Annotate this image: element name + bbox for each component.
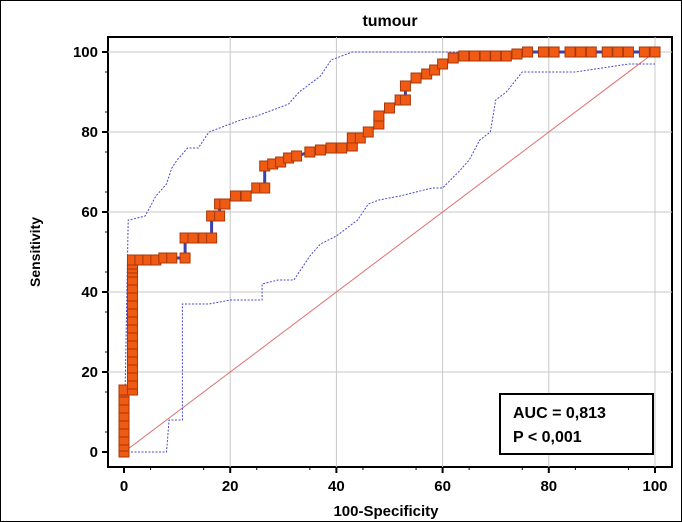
roc-point-marker bbox=[206, 232, 218, 244]
roc-point-marker bbox=[458, 50, 470, 62]
roc-point-marker bbox=[601, 46, 613, 58]
roc-point-marker bbox=[259, 182, 271, 194]
auc-value: AUC = 0,813 bbox=[513, 405, 606, 422]
chart-title: tumour bbox=[362, 13, 417, 30]
roc-point-marker bbox=[410, 72, 422, 84]
ci-upper-line bbox=[123, 51, 655, 453]
roc-point-marker bbox=[575, 46, 587, 58]
roc-point-marker bbox=[214, 210, 226, 222]
roc-point-marker bbox=[166, 252, 178, 264]
roc-point-marker bbox=[399, 94, 411, 106]
roc-point-marker bbox=[230, 190, 242, 202]
y-tick-label: 20 bbox=[81, 364, 98, 381]
y-tick-label: 0 bbox=[90, 444, 98, 461]
roc-point-marker bbox=[490, 50, 502, 62]
roc-point-marker bbox=[479, 50, 491, 62]
roc-point-marker bbox=[500, 50, 512, 62]
annotation-frame bbox=[499, 393, 654, 455]
roc-point-marker bbox=[612, 46, 624, 58]
roc-point-marker bbox=[219, 198, 231, 210]
roc-point-marker bbox=[537, 46, 549, 58]
x-tick-label: 0 bbox=[120, 478, 128, 495]
series-layer bbox=[118, 46, 661, 458]
roc-point-marker bbox=[362, 126, 374, 138]
roc-point-marker bbox=[291, 150, 303, 162]
roc-point-marker bbox=[468, 50, 480, 62]
roc-point-marker bbox=[447, 52, 459, 64]
roc-point-marker bbox=[314, 144, 326, 156]
roc-point-marker bbox=[638, 46, 650, 58]
roc-point-marker bbox=[240, 190, 252, 202]
x-tick-label: 40 bbox=[328, 478, 345, 495]
roc-point-marker bbox=[429, 64, 441, 76]
x-tick-label: 60 bbox=[434, 478, 451, 495]
roc-point-marker bbox=[522, 46, 534, 58]
roc-point-marker bbox=[354, 132, 366, 144]
y-tick-label: 40 bbox=[81, 284, 98, 301]
y-axis-label: Sensitivity bbox=[27, 217, 43, 287]
roc-point-marker bbox=[399, 80, 411, 92]
y-tick-label: 100 bbox=[73, 44, 98, 61]
x-tick-label: 80 bbox=[540, 478, 557, 495]
p-value: P < 0,001 bbox=[513, 429, 582, 446]
roc-point-marker bbox=[336, 142, 348, 154]
roc-point-marker bbox=[622, 46, 634, 58]
roc-point-marker bbox=[511, 48, 523, 60]
roc-point-marker bbox=[548, 46, 560, 58]
x-axis-label: 100-Specificity bbox=[333, 503, 439, 520]
roc-point-marker bbox=[304, 146, 316, 158]
roc-point-marker bbox=[384, 102, 395, 114]
auc-annotation-box: AUC = 0,813 P < 0,001 bbox=[499, 393, 654, 455]
roc-point-marker bbox=[179, 252, 191, 264]
grid bbox=[108, 37, 672, 467]
axes: 0 20 40 60 80 100 0 20 40 60 80 100 bbox=[73, 44, 668, 495]
roc-point-marker bbox=[373, 110, 385, 122]
roc-point-marker bbox=[437, 58, 449, 70]
ci-lower-line bbox=[124, 63, 655, 453]
y-tick-label: 60 bbox=[81, 204, 98, 221]
roc-point-marker bbox=[564, 46, 576, 58]
reference-diagonal bbox=[123, 51, 656, 453]
y-tick-label: 80 bbox=[81, 124, 98, 141]
roc-point-marker bbox=[649, 46, 661, 58]
x-tick-label: 20 bbox=[222, 478, 239, 495]
roc-point-marker bbox=[325, 142, 337, 154]
roc-point-marker bbox=[187, 232, 199, 244]
x-tick-label: 100 bbox=[642, 478, 667, 495]
roc-point-marker bbox=[585, 46, 597, 58]
